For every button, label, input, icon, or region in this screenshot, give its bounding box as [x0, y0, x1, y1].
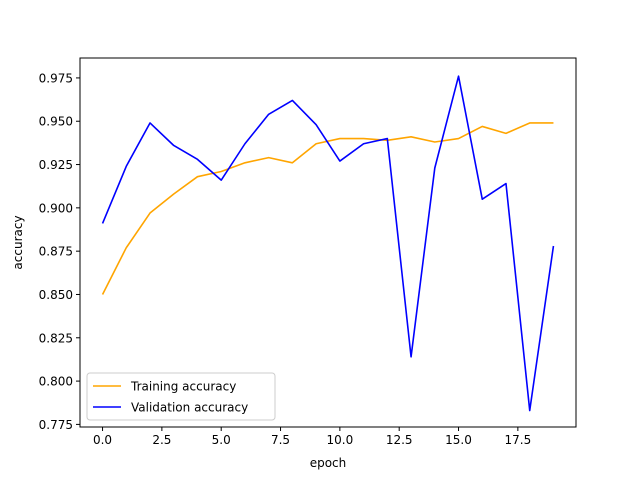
series-line-validation-accuracy	[101, 75, 555, 412]
y-tick-label: 0.800	[39, 375, 73, 389]
y-tick-label: 0.850	[39, 288, 73, 302]
y-tick-label: 0.775	[39, 418, 73, 432]
plot-area-frame	[79, 57, 577, 428]
y-tick-label: 0.875	[39, 245, 73, 259]
legend: Training accuracy Validation accuracy	[86, 372, 276, 421]
x-axis-label: epoch	[310, 456, 347, 470]
x-tick-label: 12.5	[386, 433, 413, 447]
x-tick-label: 2.5	[152, 433, 171, 447]
x-tick-label: 15.0	[445, 433, 472, 447]
legend-box	[86, 372, 276, 421]
x-tick-label: 7.5	[271, 433, 290, 447]
series-line-training-accuracy	[101, 122, 554, 295]
axes-layer: 0.0 2.5 5.0 7.5 10.0 12.5 15.0 17.5 0.775 0.800 0.…	[39, 71, 532, 447]
plot-layer	[101, 75, 555, 412]
x-tick-label: 17.5	[504, 433, 531, 447]
legend-label-training-accuracy: Training accuracy	[130, 380, 236, 394]
y-tick-label: 0.825	[39, 331, 73, 345]
y-tick-label: 0.975	[39, 71, 73, 85]
legend-label-validation-accuracy: Validation accuracy	[131, 401, 248, 415]
x-tick-label: 0.0	[93, 433, 112, 447]
y-tick-label: 0.925	[39, 158, 73, 172]
y-axis-label: accuracy	[11, 215, 25, 269]
x-tick-label: 10.0	[327, 433, 354, 447]
y-tick-label: 0.900	[39, 201, 73, 215]
y-tick-label: 0.950	[39, 115, 73, 129]
x-tick-label: 5.0	[212, 433, 231, 447]
